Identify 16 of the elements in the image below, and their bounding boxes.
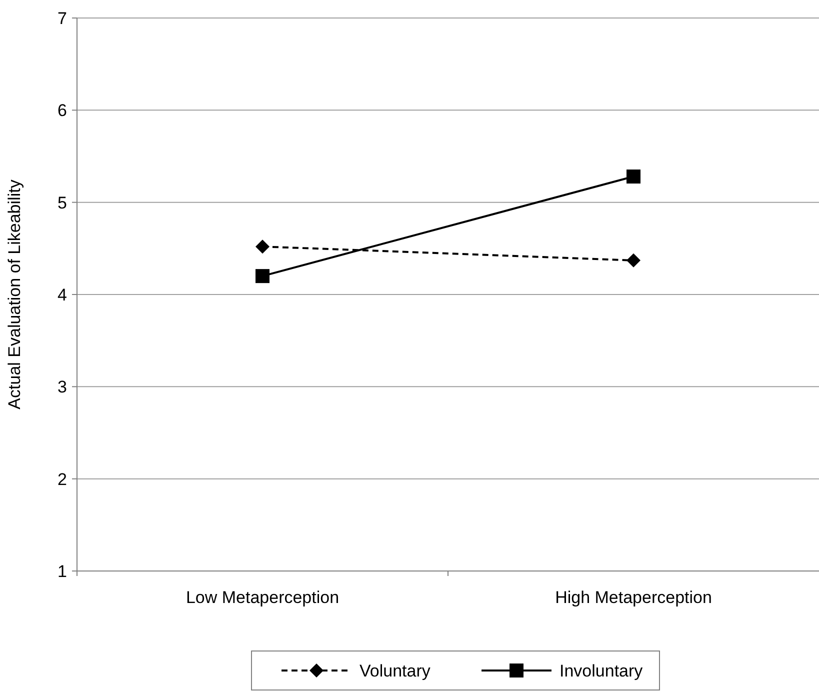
y-tick-label: 3 — [58, 378, 67, 397]
point — [256, 269, 270, 284]
y-tick-label: 7 — [58, 8, 67, 28]
y-tick-label: 6 — [58, 101, 67, 120]
x-tick-label: High Metaperception — [555, 588, 712, 607]
legend-label: Voluntary — [360, 661, 431, 680]
y-tick-label: 4 — [58, 285, 67, 304]
y-tick-label: 5 — [58, 193, 67, 212]
legend-label: Involuntary — [560, 661, 644, 680]
point — [626, 170, 640, 184]
y-axis-title: Actual Evaluation of Likeability — [5, 179, 24, 410]
y-tick-label: 1 — [58, 562, 67, 581]
y-tick-label: 2 — [58, 470, 67, 489]
point — [626, 253, 640, 268]
x-tick-label: Low Metaperception — [186, 588, 340, 607]
point — [256, 240, 270, 254]
